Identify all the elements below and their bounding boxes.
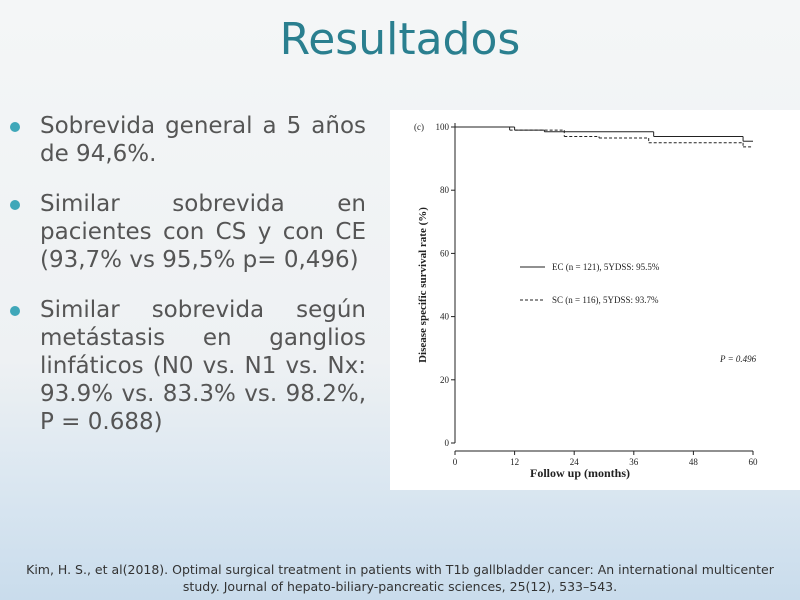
annotation: P = 0.496 [719,354,757,364]
legend-label: EC (n = 121), 5YDSS: 95.5% [552,262,660,272]
bullet-list: Sobrevida general a 5 años de 94,6%. Sim… [10,112,366,458]
legend-label: SC (n = 116), 5YDSS: 93.7% [552,295,659,305]
y-tick-label: 40 [440,312,450,322]
x-axis-label: Follow up (months) [530,466,630,480]
panel-label: (c) [414,122,424,132]
x-tick-label: 24 [570,457,580,467]
slide-title: Resultados [279,14,521,65]
chart-panel: (c) Follow up (months) Disease specific … [390,110,800,490]
x-tick-label: 60 [749,457,759,467]
x-tick-label: 0 [453,457,458,467]
bullet: Similar sobrevida en pacientes con CS y … [10,190,366,274]
y-tick-label: 100 [436,122,450,132]
bullet: Similar sobrevida según metástasis en ga… [10,296,366,436]
y-tick-label: 20 [440,375,450,385]
x-tick-label: 36 [629,457,639,467]
y-tick-label: 0 [445,438,450,448]
bullet: Sobrevida general a 5 años de 94,6%. [10,112,366,168]
chart: (c) Follow up (months) Disease specific … [414,122,759,480]
y-tick-label: 60 [440,248,450,258]
y-tick-label: 80 [440,185,450,195]
x-tick-label: 12 [510,457,519,467]
x-tick-label: 48 [689,457,699,467]
citation: Kim, H. S., et al(2018). Optimal surgica… [26,562,774,594]
y-axis-label: Disease specific survival rate (%) [417,207,429,363]
